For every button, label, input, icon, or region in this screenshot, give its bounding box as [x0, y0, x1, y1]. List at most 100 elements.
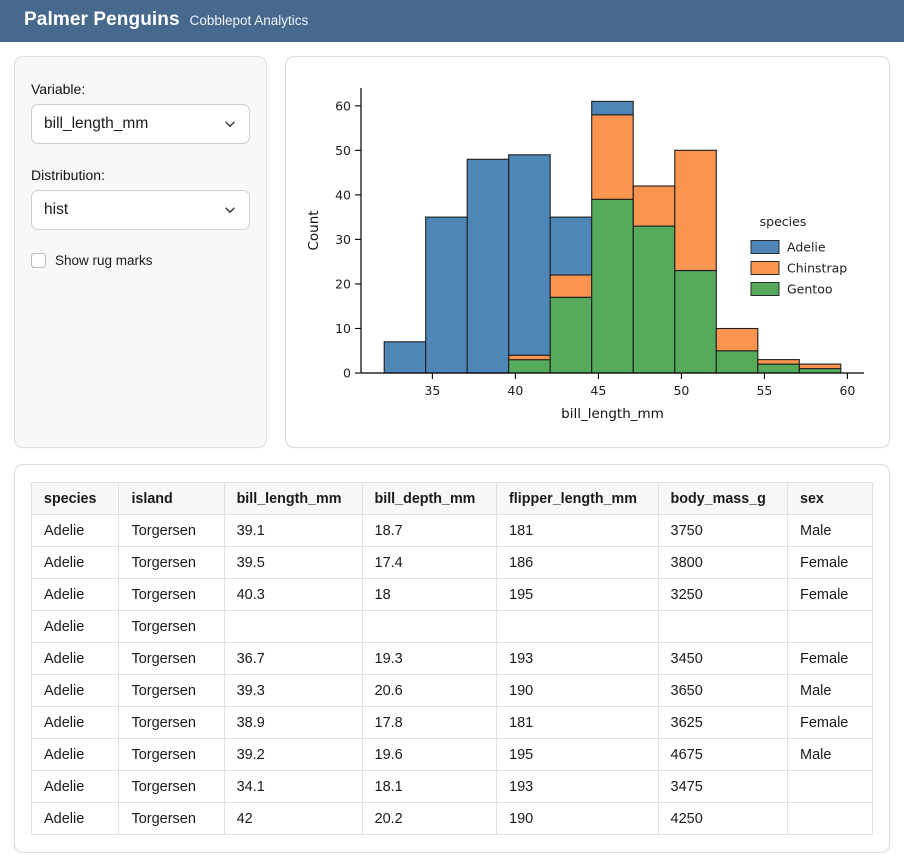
- table-cell: [787, 610, 873, 643]
- table-cell: 4675: [657, 738, 789, 771]
- x-tick-label: 40: [507, 383, 523, 398]
- y-tick-label: 10: [335, 321, 351, 336]
- hist-bar-segment-chinstrap: [632, 185, 676, 227]
- table-cell: 3250: [657, 578, 789, 611]
- table-cell: 190: [496, 802, 659, 835]
- table-cell: Torgersen: [118, 674, 225, 707]
- hist-bar-segment-adelie: [549, 216, 593, 276]
- chevron-down-icon: [223, 203, 237, 217]
- table-cell: Adelie: [30, 674, 120, 707]
- table-cell: 39.3: [223, 674, 363, 707]
- y-tick-label: 50: [335, 143, 351, 158]
- table-cell: 181: [496, 514, 659, 547]
- table-cell: 39.2: [223, 738, 363, 771]
- hist-bar-segment-gentoo: [715, 350, 759, 374]
- table-cell: 3750: [657, 514, 789, 547]
- table-cell: 34.1: [223, 770, 363, 803]
- table-header-row: species island bill_length_mm bill_depth_mm…: [30, 482, 873, 515]
- y-tick-label: 60: [335, 98, 351, 113]
- column-header: flipper_length_mm: [496, 482, 659, 515]
- chart-card: 0 10 20 30 40 50 60 35 40 45 50 55 60 bill_length_mm C…: [285, 56, 890, 448]
- table-cell: 42: [223, 802, 363, 835]
- y-tick-label: 30: [335, 232, 351, 247]
- x-tick-label: 35: [424, 383, 440, 398]
- table-cell: Female: [787, 546, 873, 579]
- table-cell: 18: [361, 578, 498, 611]
- table-cell: Torgersen: [118, 578, 225, 611]
- hist-bar-segment-gentoo: [508, 359, 551, 374]
- table-row: Adelie Torgersen 39.1 18.7 181 3750 Male: [30, 514, 873, 547]
- table-cell: Adelie: [30, 546, 120, 579]
- hist-bar-segment-chinstrap: [757, 359, 800, 365]
- table-cell: 3650: [657, 674, 789, 707]
- hist-bar-segment-gentoo: [632, 225, 676, 374]
- variable-select-value: bill_length_mm: [44, 115, 149, 132]
- variable-select[interactable]: bill_length_mm: [31, 104, 250, 144]
- table-cell: 19.6: [361, 738, 498, 771]
- table-cell: 190: [496, 674, 659, 707]
- table-cell: 19.3: [361, 642, 498, 675]
- legend-label-gentoo: Gentoo: [787, 282, 833, 297]
- rug-checkbox[interactable]: [31, 253, 46, 268]
- table-cell: 20.2: [361, 802, 498, 835]
- table-cell: 186: [496, 546, 659, 579]
- table-cell: [496, 610, 659, 643]
- table-cell: 3625: [657, 706, 789, 739]
- table-row: Adelie Torgersen 34.1 18.1 193 3475: [30, 770, 873, 803]
- column-header: island: [118, 482, 225, 515]
- table-cell: 38.9: [223, 706, 363, 739]
- table-cell: Torgersen: [118, 738, 225, 771]
- x-axis-label: bill_length_mm: [561, 406, 664, 422]
- rug-checkbox-row: Show rug marks: [31, 253, 250, 268]
- legend-title: species: [760, 214, 807, 229]
- column-header: bill_depth_mm: [361, 482, 498, 515]
- distribution-field: Distribution: hist: [31, 167, 250, 230]
- variable-label: Variable:: [31, 81, 86, 97]
- table-cell: Adelie: [30, 802, 120, 835]
- table-cell: 195: [496, 738, 659, 771]
- hist-bar-segment-chinstrap: [591, 114, 634, 200]
- table-cell: 39.5: [223, 546, 363, 579]
- table-cell: 40.3: [223, 578, 363, 611]
- table-row: Adelie Torgersen 40.3 18 195 3250 Female: [30, 578, 873, 611]
- hist-bar-segment-chinstrap: [508, 354, 551, 361]
- table-cell: 195: [496, 578, 659, 611]
- table-cell: [787, 770, 873, 803]
- table-cell: Torgersen: [118, 610, 225, 643]
- table-cell: Female: [787, 706, 873, 739]
- x-tick-label: 45: [590, 383, 606, 398]
- legend-label-adelie: Adelie: [787, 240, 826, 255]
- table-cell: [787, 802, 873, 835]
- table-cell: Female: [787, 578, 873, 611]
- data-table: species island bill_length_mm bill_depth_mm…: [30, 482, 873, 835]
- rug-checkbox-label[interactable]: Show rug marks: [55, 253, 153, 268]
- x-tick-label: 55: [756, 383, 772, 398]
- table-cell: 39.1: [223, 514, 363, 547]
- hist-bar-segment-chinstrap: [715, 327, 759, 352]
- distribution-select[interactable]: hist: [31, 190, 250, 230]
- table-cell: Torgersen: [118, 706, 225, 739]
- hist-bar-segment-gentoo: [549, 296, 593, 374]
- table-cell: Adelie: [30, 610, 120, 643]
- table-cell: Adelie: [30, 706, 120, 739]
- hist-bar-segment-adelie: [383, 341, 427, 374]
- table-card: species island bill_length_mm bill_depth_mm…: [14, 464, 890, 853]
- hist-bar-segment-chinstrap: [674, 149, 717, 272]
- y-tick-label: 20: [335, 276, 351, 291]
- sidebar: Variable: bill_length_mm Distribution: h…: [14, 56, 267, 448]
- legend-swatch-adelie: [750, 240, 780, 254]
- column-header: body_mass_g: [657, 482, 789, 515]
- table-cell: Adelie: [30, 642, 120, 675]
- table-cell: 36.7: [223, 642, 363, 675]
- table-cell: 193: [496, 642, 659, 675]
- legend-swatch-gentoo: [750, 282, 780, 296]
- table-cell: [223, 610, 363, 643]
- hist-bar-segment-adelie: [425, 216, 468, 374]
- hist-bar-segment-adelie: [466, 158, 510, 374]
- table-row: Adelie Torgersen 39.5 17.4 186 3800 Female: [30, 546, 873, 579]
- table-cell: 4250: [657, 802, 789, 835]
- table-cell: 17.4: [361, 546, 498, 579]
- x-tick-label: 50: [673, 383, 689, 398]
- x-tick-label: 60: [839, 383, 855, 398]
- table-cell: [657, 610, 789, 643]
